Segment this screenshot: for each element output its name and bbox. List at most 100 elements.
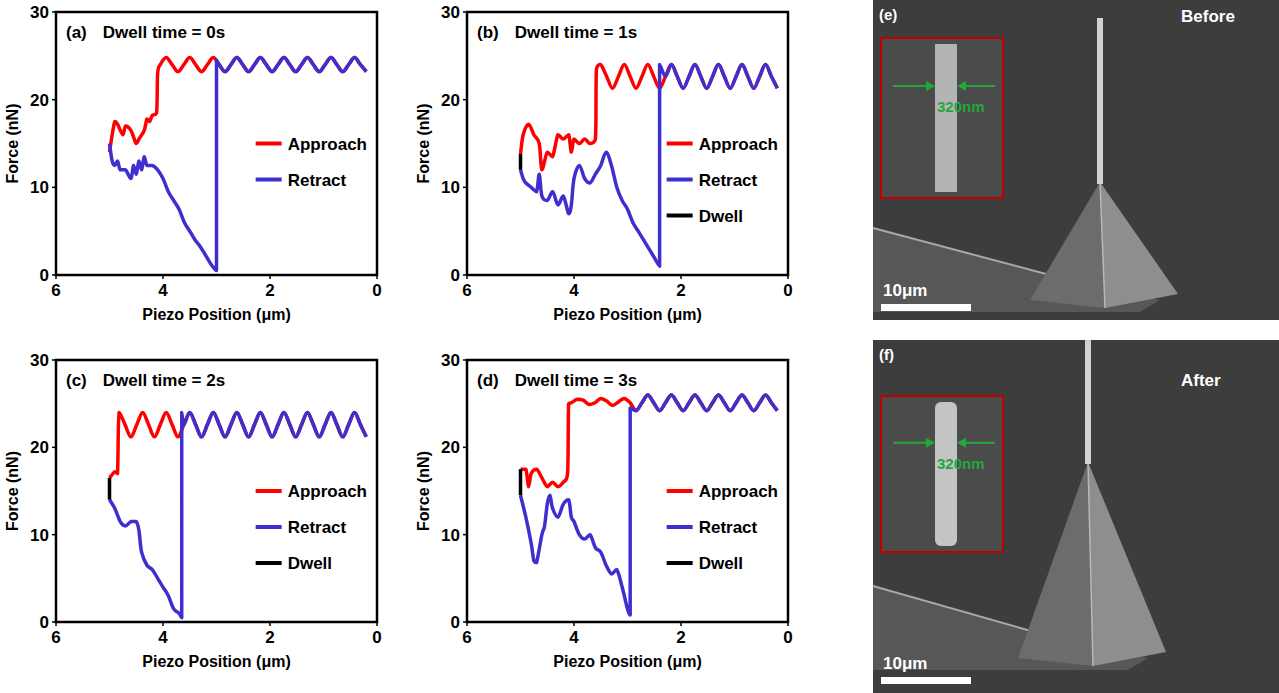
y-tick-label: 30	[441, 3, 460, 22]
y-axis-title: Force (nN)	[4, 104, 21, 184]
width-label: 320nm	[937, 98, 985, 115]
legend-swatch	[256, 142, 282, 146]
tip-face	[1018, 462, 1093, 666]
micrograph: 320nm10μmBefore(e)	[873, 0, 1279, 320]
y-tick-label: 0	[40, 266, 49, 285]
x-tick-label: 6	[462, 628, 471, 647]
chart-panel: 64200102030Piezo Position (μm)Force (nN)…	[415, 351, 793, 670]
legend-swatch	[667, 178, 693, 182]
legend-label: Approach	[699, 135, 778, 154]
panel-label: (b)	[477, 23, 499, 42]
y-tick-label: 30	[30, 351, 49, 370]
nanowire	[1085, 340, 1091, 464]
y-tick-label: 10	[30, 178, 49, 197]
plot-frame	[467, 12, 788, 275]
series-line	[521, 395, 778, 615]
arrow-head	[926, 438, 935, 448]
legend-label: Dwell	[699, 554, 743, 573]
tip-ridge	[1088, 462, 1093, 666]
arrow	[965, 442, 995, 444]
y-tick-label: 0	[40, 613, 49, 632]
sem-background	[873, 340, 1279, 693]
chart-panel: 64200102030Piezo Position (μm)Force (nN)…	[4, 3, 382, 323]
legend: ApproachRetractDwell	[667, 135, 778, 226]
width-label: 320nm	[937, 455, 985, 472]
arrow	[965, 85, 995, 87]
legend-label: Retract	[288, 171, 347, 190]
legend-label: Retract	[288, 518, 347, 537]
scale-bar	[881, 304, 971, 311]
x-tick-label: 4	[158, 628, 168, 647]
plot-area	[56, 360, 377, 622]
y-tick-label: 0	[451, 266, 460, 285]
arrow	[893, 442, 927, 444]
panel-label: (e)	[879, 6, 897, 23]
legend-swatch	[256, 489, 282, 493]
y-tick-label: 30	[441, 351, 460, 370]
legend-swatch	[667, 489, 693, 493]
cantilever-edge	[873, 586, 1038, 633]
x-tick-label: 0	[783, 281, 792, 300]
x-tick-label: 4	[569, 628, 579, 647]
scale-bar	[881, 677, 971, 684]
series-line	[519, 154, 523, 170]
legend-swatch	[256, 178, 282, 182]
chart-title: Dwell time = 3s	[515, 371, 637, 390]
x-tick-label: 0	[783, 628, 792, 647]
arrow	[893, 85, 927, 87]
legend-label: Approach	[288, 135, 367, 154]
chart-title: Dwell time = 0s	[103, 23, 225, 42]
plot-frame	[56, 360, 377, 622]
series-line	[521, 65, 778, 267]
x-tick-label: 2	[265, 281, 274, 300]
y-tick-label: 20	[441, 438, 460, 457]
figure: 64200102030Piezo Position (μm)Force (nN)…	[0, 0, 1279, 693]
legend: Approach Retract	[256, 135, 367, 190]
legend-label: Retract	[699, 518, 758, 537]
x-tick-label: 4	[569, 281, 579, 300]
panel-label: (f)	[879, 346, 894, 363]
y-tick-label: 30	[30, 3, 49, 22]
series-line	[519, 469, 523, 495]
series-line	[521, 395, 778, 487]
x-axis-title: Piezo Position (μm)	[142, 653, 290, 670]
caption: After	[1181, 371, 1221, 390]
y-tick-label: 10	[441, 526, 460, 545]
x-tick-label: 6	[51, 281, 60, 300]
legend: ApproachRetractDwell	[256, 482, 367, 573]
arrow-head	[957, 438, 966, 448]
tip-ridge	[1100, 182, 1105, 308]
chart-title: Dwell time = 2s	[103, 371, 225, 390]
panel-label: (c)	[66, 371, 87, 390]
x-tick-label: 6	[462, 281, 471, 300]
series-group	[110, 412, 367, 617]
inset-frame	[881, 396, 1003, 552]
legend-swatch	[667, 561, 693, 565]
legend-label: Retract	[699, 171, 758, 190]
x-tick-label: 2	[265, 628, 274, 647]
legend-swatch	[667, 525, 693, 529]
sem-background	[873, 0, 1279, 320]
y-tick-label: 0	[451, 613, 460, 632]
inset-nanowire	[935, 402, 957, 546]
legend-swatch	[256, 561, 282, 565]
legend-swatch	[667, 142, 693, 146]
legend-swatch	[256, 525, 282, 529]
legend-label: Dwell	[288, 554, 332, 573]
chart-title: Dwell time = 1s	[515, 23, 637, 42]
y-tick-label: 10	[30, 526, 49, 545]
series-group	[110, 58, 367, 271]
y-axis-title: Force (nN)	[415, 451, 432, 531]
chart-panel: 64200102030Piezo Position (μm)Force (nN)…	[415, 3, 793, 323]
x-tick-label: 2	[676, 281, 685, 300]
plot-area	[467, 360, 788, 622]
tip-face	[1030, 182, 1105, 308]
plot-area	[467, 12, 788, 275]
series-group	[521, 395, 778, 615]
y-tick-label: 20	[30, 438, 49, 457]
x-tick-label: 0	[372, 628, 381, 647]
x-tick-label: 6	[51, 628, 60, 647]
inset-frame	[881, 38, 1003, 198]
caption: Before	[1181, 7, 1235, 26]
series-group	[521, 65, 778, 267]
